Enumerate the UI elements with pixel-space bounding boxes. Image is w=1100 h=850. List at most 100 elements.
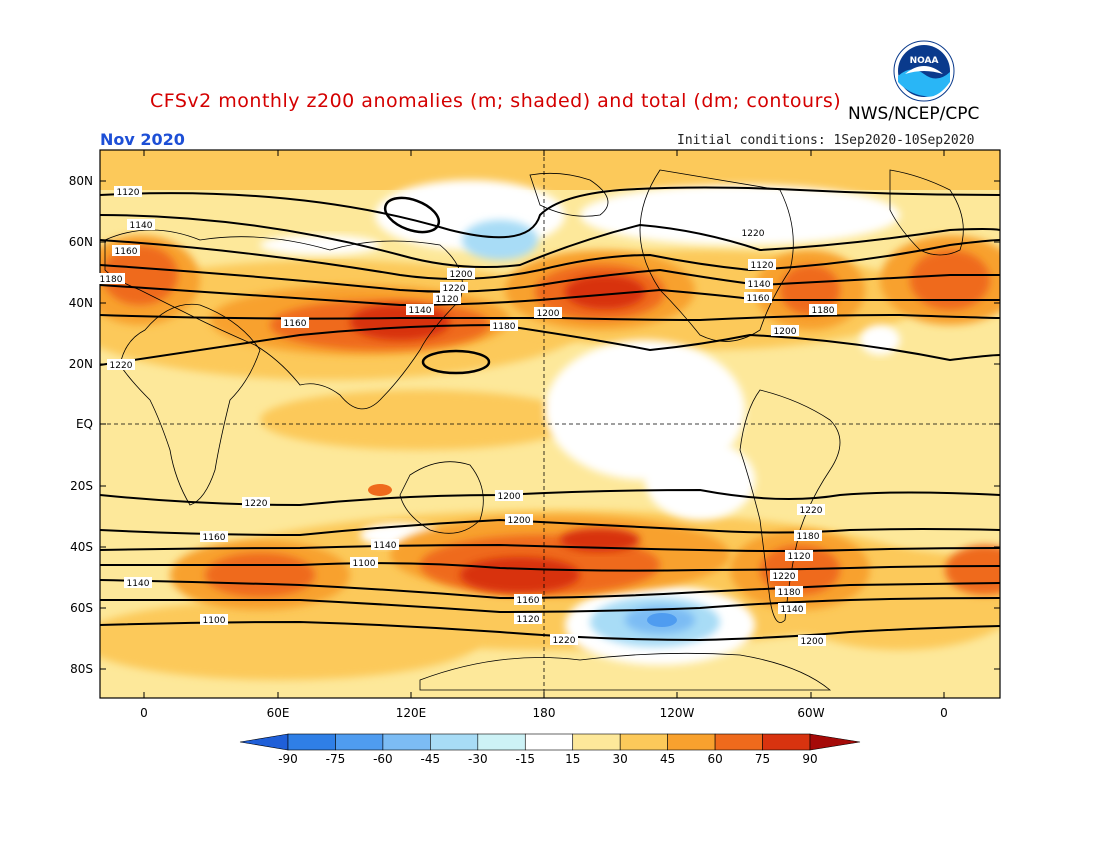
colorbar-tick-label: 30 [613, 752, 628, 766]
contour-label: 1100 [200, 614, 228, 626]
contour-label: 1180 [97, 273, 125, 285]
contour-labels: 1120114011601180120012201120114011601180… [97, 186, 837, 647]
svg-text:1100: 1100 [203, 616, 226, 626]
lon-label: 60E [267, 706, 290, 720]
noaa-logo-icon: NOAA [893, 40, 955, 102]
colorbar-right-arrow [809, 733, 861, 751]
svg-text:1120: 1120 [517, 615, 540, 625]
colorbar-swatch [335, 733, 384, 751]
svg-text:1140: 1140 [748, 280, 771, 290]
svg-text:1140: 1140 [374, 541, 397, 551]
colorbar-swatch [667, 733, 716, 751]
lon-label: 60W [797, 706, 824, 720]
contour-label: 1140 [778, 603, 806, 615]
lon-label: 180 [533, 706, 556, 720]
contour-label: 1220 [107, 359, 135, 371]
colorbar-tick-label: 45 [660, 752, 675, 766]
colorbar-swatch [287, 733, 336, 751]
colorbar-swatch [572, 733, 621, 751]
contour-label: 1220 [550, 634, 578, 646]
svg-text:1160: 1160 [284, 319, 307, 329]
contour-label: 1200 [771, 325, 799, 337]
svg-text:1180: 1180 [100, 275, 123, 285]
svg-text:1160: 1160 [517, 596, 540, 606]
svg-text:1220: 1220 [742, 229, 765, 239]
contour-label: 1220 [797, 504, 825, 516]
contour-label: 1180 [809, 304, 837, 316]
svg-text:1220: 1220 [110, 361, 133, 371]
contour-label: 1120 [514, 613, 542, 625]
contour-label: 1120 [785, 550, 813, 562]
svg-text:1120: 1120 [788, 552, 811, 562]
lon-label: 0 [140, 706, 148, 720]
contour-label: 1220 [739, 227, 767, 239]
contour-label: 1100 [350, 557, 378, 569]
colorbar-swatch [714, 733, 763, 751]
svg-text:1160: 1160 [115, 247, 138, 257]
lat-label: 60N [69, 235, 93, 249]
lat-label: 20N [69, 357, 93, 371]
contour-label: 1140 [745, 278, 773, 290]
org-label: NWS/NCEP/CPC [848, 104, 980, 124]
contour-label: 1160 [112, 245, 140, 257]
valid-month: Nov 2020 [100, 130, 185, 149]
lat-label: EQ [76, 417, 93, 431]
svg-text:1200: 1200 [801, 637, 824, 647]
contour-label: 1160 [281, 317, 309, 329]
svg-text:1200: 1200 [774, 327, 797, 337]
contour-label: 1160 [514, 594, 542, 606]
contour-label: 1200 [798, 635, 826, 647]
lon-label: 120W [660, 706, 695, 720]
svg-text:1180: 1180 [493, 322, 516, 332]
latitude-axis: 80N 60N 40N 20N EQ 20S 40S 60S 80S [69, 174, 1000, 676]
svg-text:1140: 1140 [130, 221, 153, 231]
svg-text:1220: 1220 [553, 636, 576, 646]
svg-text:1160: 1160 [203, 533, 226, 543]
colorbar-tick-label: -15 [515, 752, 535, 766]
contour-label: 1140 [124, 577, 152, 589]
colorbar-left-arrow [239, 733, 289, 751]
svg-text:1180: 1180 [797, 532, 820, 542]
svg-text:1220: 1220 [443, 284, 466, 294]
contour-label: 1140 [406, 304, 434, 316]
contour-label: 1180 [794, 530, 822, 542]
colorbar-tick-label: 60 [707, 752, 722, 766]
lon-label: 0 [940, 706, 948, 720]
contour-label: 1160 [200, 531, 228, 543]
contour-label: 1140 [371, 539, 399, 551]
contour-label: 1200 [534, 307, 562, 319]
lat-label: 80N [69, 174, 93, 188]
lon-label: 120E [396, 706, 427, 720]
contour-label: 1120 [433, 293, 461, 305]
lat-label: 20S [70, 479, 93, 493]
svg-text:1200: 1200 [537, 309, 560, 319]
contour-label: 1200 [495, 490, 523, 502]
anomaly-shading [100, 150, 1000, 680]
colorbar-swatch [524, 733, 574, 751]
colorbar-tick-label: -75 [326, 752, 346, 766]
noaa-logo: NOAA [893, 40, 955, 102]
map-title: CFSv2 monthly z200 anomalies (m; shaded)… [150, 90, 842, 112]
svg-text:1200: 1200 [450, 270, 473, 280]
svg-text:1140: 1140 [409, 306, 432, 316]
svg-text:1160: 1160 [747, 294, 770, 304]
longitude-axis: 0 60E 120E 180 120W 60W 0 [140, 150, 948, 720]
contour-label: 1220 [440, 282, 468, 294]
lat-label: 40S [70, 540, 93, 554]
svg-text:1120: 1120 [436, 295, 459, 305]
colorbar-tick-label: 90 [802, 752, 817, 766]
contour-label: 1160 [744, 292, 772, 304]
svg-text:1200: 1200 [498, 492, 521, 502]
svg-text:1100: 1100 [353, 559, 376, 569]
colorbar-tick-label: -90 [278, 752, 298, 766]
contour-label: 1220 [242, 497, 270, 509]
colorbar-tick-label: -45 [421, 752, 441, 766]
colorbar: -90 -75 -60 -45 -30 -15 15 30 45 60 75 90 [239, 733, 861, 766]
contour-label: 1200 [505, 514, 533, 526]
colorbar-tick-label: 15 [565, 752, 580, 766]
lat-label: 80S [70, 662, 93, 676]
colorbar-swatch [762, 733, 811, 751]
colorbar-swatch [619, 733, 668, 751]
svg-text:1120: 1120 [751, 261, 774, 271]
svg-text:1140: 1140 [781, 605, 804, 615]
